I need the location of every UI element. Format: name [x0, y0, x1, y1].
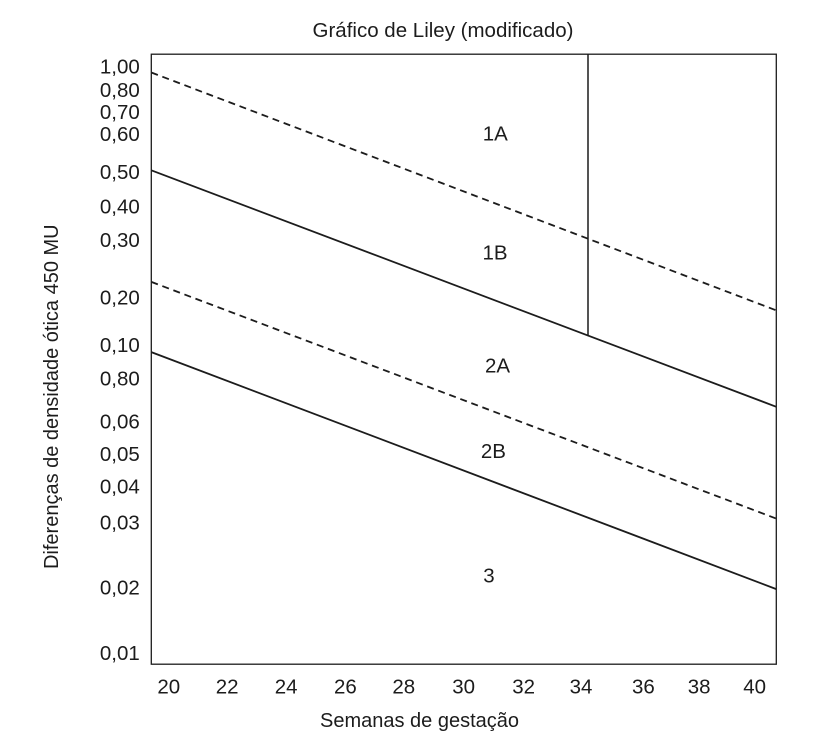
svg-text:0,20: 0,20 — [100, 287, 140, 310]
svg-text:1,00: 1,00 — [100, 56, 140, 79]
svg-text:20: 20 — [157, 675, 180, 698]
svg-text:Diferenças de densidade ótica: Diferenças de densidade ótica 450 MU — [41, 224, 63, 569]
svg-text:32: 32 — [512, 675, 535, 698]
svg-text:30: 30 — [452, 675, 475, 698]
svg-text:0,10: 0,10 — [100, 334, 140, 357]
svg-text:26: 26 — [334, 675, 357, 698]
svg-text:1A: 1A — [483, 123, 508, 146]
svg-text:36: 36 — [632, 675, 655, 698]
svg-text:0,80: 0,80 — [100, 368, 140, 391]
svg-text:0,05: 0,05 — [100, 443, 140, 466]
svg-text:0,50: 0,50 — [100, 161, 140, 184]
svg-text:0,30: 0,30 — [100, 229, 140, 252]
svg-text:2B: 2B — [481, 440, 506, 463]
svg-text:0,60: 0,60 — [100, 123, 140, 146]
svg-text:0,04: 0,04 — [100, 476, 140, 499]
svg-text:2A: 2A — [485, 354, 510, 377]
svg-text:0,40: 0,40 — [100, 195, 140, 218]
svg-text:0,06: 0,06 — [100, 410, 140, 433]
svg-text:34: 34 — [570, 675, 593, 698]
svg-text:0,01: 0,01 — [100, 642, 140, 665]
svg-text:28: 28 — [392, 675, 415, 698]
svg-text:0,80: 0,80 — [100, 79, 140, 102]
svg-text:40: 40 — [743, 675, 766, 698]
svg-text:38: 38 — [688, 675, 711, 698]
svg-text:3: 3 — [483, 565, 494, 588]
svg-text:Semanas de gestação: Semanas de gestação — [320, 710, 519, 732]
svg-text:1B: 1B — [482, 242, 507, 265]
svg-text:0,70: 0,70 — [100, 101, 140, 124]
svg-text:0,02: 0,02 — [100, 576, 140, 599]
svg-text:22: 22 — [216, 675, 239, 698]
svg-text:24: 24 — [275, 675, 298, 698]
svg-text:0,03: 0,03 — [100, 512, 140, 535]
svg-text:Gráfico de Liley (modificado): Gráfico de Liley (modificado) — [313, 19, 574, 42]
